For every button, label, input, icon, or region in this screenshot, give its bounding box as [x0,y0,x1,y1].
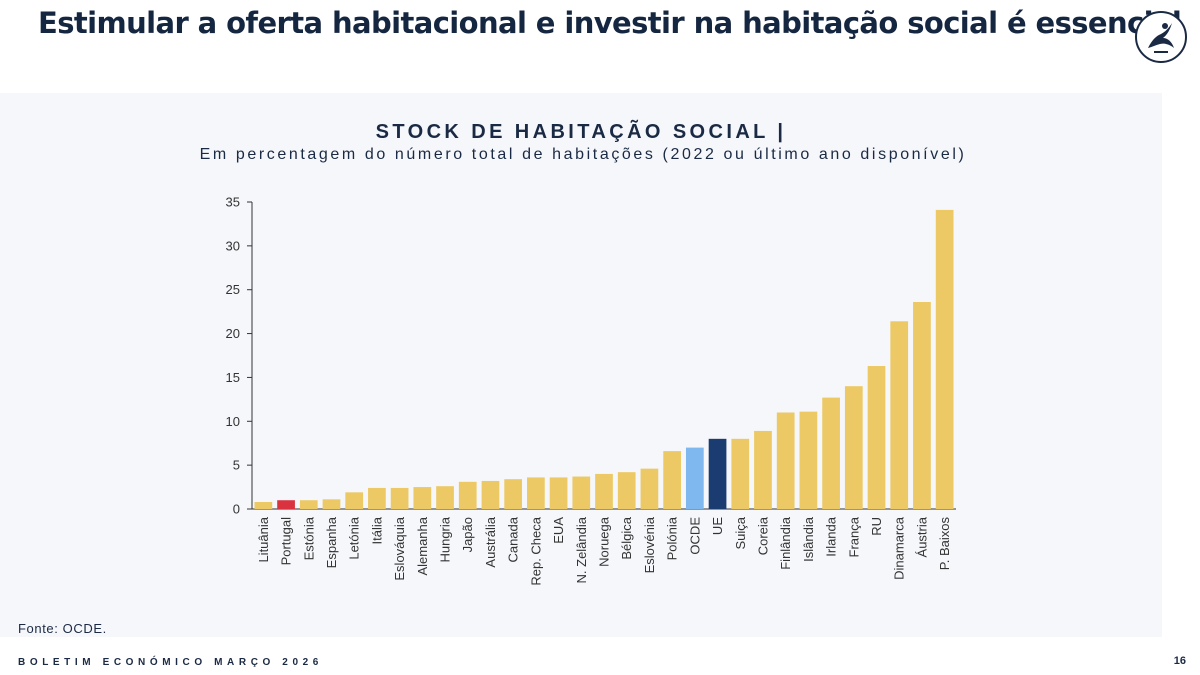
footer-publication: BOLETIM ECONÓMICO MARÇO 2026 [18,657,323,668]
bar-hungria: Hungria: 2.6 [436,486,454,509]
x-category-label: Austrália [483,516,498,567]
x-category-label: Espanha [324,516,339,568]
bar-est-nia: Estónia: 1 [299,500,318,509]
x-category-label: UE [710,517,725,535]
x-category-label: Coreia [755,516,770,555]
bar-irlanda: Irlanda: 12.7 [822,397,840,509]
y-tick-label: 0 [233,502,240,517]
x-category-label: Finlândia [778,516,793,570]
x-category-label: N. Zelândia [574,516,589,583]
x-category-label: Alemanha [415,516,430,575]
bar-ue: UE: 8 [708,438,727,509]
x-category-label: OCDE [687,517,702,555]
y-tick-label: 15 [226,370,240,385]
x-category-label: Irlanda [824,516,839,557]
x-category-label: EUA [551,517,566,544]
banco-de-portugal-logo-icon [1135,11,1187,63]
bar-ru: RU: 16.3 [867,366,886,509]
x-category-label: Dinamarca [892,516,907,580]
x-category-label: Canada [506,516,521,562]
bar-ocde: OCDE: 7 [685,447,704,509]
x-category-label: Letónia [347,516,362,559]
y-tick-label: 25 [226,282,240,297]
y-tick-label: 5 [233,458,240,473]
bar-canada: Canada: 3.4 [504,479,523,509]
bar-it-lia: Itália: 2.4 [368,487,386,509]
x-category-label: Japão [460,517,475,552]
x-category-label: Rep. Checa [528,516,543,585]
bar-isl-ndia: Islândia: 11.1 [799,411,818,509]
bar-b-lgica: Bélgica: 4.2 [617,472,636,509]
bar-jap-o: Japão: 3.1 [458,481,477,509]
y-tick-label: 20 [226,326,240,341]
bar-let-nia: Letónia: 1.9 [345,492,364,509]
y-tick-label: 35 [226,195,240,210]
bars: Lituânia: 0.8 Portugal: 1 Estónia: 1 Espanh… [254,209,954,509]
x-category-label: Islândia [801,516,816,562]
bar-rep-checa: Rep. Checa: 3.6 [527,477,545,509]
bar-dinamarca: Dinamarca: 21.4 [890,321,909,509]
bar-noruega: Noruega: 4 [595,473,613,509]
bar-eua: EUA: 3.6 [549,477,568,509]
chart-title: STOCK DE HABITAÇÃO SOCIAL | [375,121,787,143]
y-tick-label: 30 [226,238,240,253]
x-category-label: Eslovénia [642,516,657,573]
bar-fran-a: França: 14 [844,386,863,509]
x-category-label: Eslováquia [392,516,407,580]
x-category-label: Polónia [665,516,680,560]
bar-n-zel-ndia: N. Zelândia: 3.7 [572,476,591,509]
x-category-label: Estónia [301,516,316,560]
x-category-label: França [846,516,861,557]
bar--ustria: Áustria: 23.6 [913,301,931,509]
bar-austr-lia: Austrália: 3.2 [481,480,500,509]
x-category-label: Itália [369,516,384,544]
y-tick-label: 10 [226,414,240,429]
bar-p-baixos: P. Baixos: 34.1 [935,209,954,509]
bar-coreia: Coreia: 8.9 [754,430,772,509]
slide-headline: Estimular a oferta habitacional e invest… [38,6,1182,40]
bar-litu-nia: Lituânia: 0.8 [254,501,273,509]
x-category-label: Hungria [438,516,453,562]
bar-eslov-nia: Eslovénia: 4.6 [640,468,659,509]
x-axis-labels: Lituânia Portugal Estónia Espanha Letónia Itá… [256,516,952,585]
bar-pol-nia: Polónia: 6.6 [663,451,681,509]
page-number: 16 [1173,655,1186,667]
x-category-label: P. Baixos [937,517,952,571]
bar-eslov-quia: Eslováquia: 2.4 [390,487,409,509]
chart-panel [0,93,1162,637]
bar-sui-a: Suiça: 8 [731,438,750,509]
bar-finl-ndia: Finlândia: 11 [776,412,795,509]
bar-alemanha: Alemanha: 2.5 [413,487,432,509]
x-category-label: Suiça [733,516,748,549]
x-category-label: Lituânia [256,516,271,562]
chart-subtitle: Em percentagem do número total de habita… [199,146,967,163]
bar-espanha: Espanha: 1.1 [322,499,341,509]
source-note: Fonte: OCDE. [18,621,107,636]
x-category-label: Áustria [914,516,929,557]
x-category-label: Bélgica [619,516,634,559]
x-category-label: Noruega [597,516,612,567]
x-category-label: Portugal [279,517,294,566]
x-category-label: RU [869,517,884,536]
bar-portugal: Portugal: 1 [277,500,295,509]
